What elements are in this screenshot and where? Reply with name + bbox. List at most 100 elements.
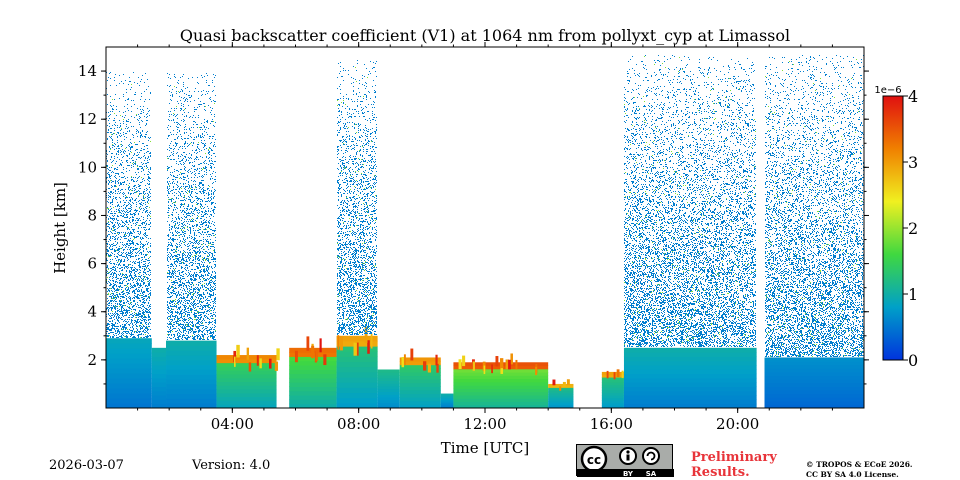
preliminary-line-1: Preliminary <box>691 450 777 465</box>
layer-cell <box>399 382 441 387</box>
layer-cell <box>548 399 574 402</box>
layer-cell <box>151 352 167 357</box>
layer-cell <box>336 402 378 409</box>
layer-cell <box>601 379 624 383</box>
profile-segment <box>106 72 152 409</box>
layer-cell <box>623 395 757 400</box>
colorbar-tick-label: 0 <box>908 351 918 370</box>
layer-cell <box>216 385 277 390</box>
layer-cell <box>601 402 624 406</box>
layer-cell <box>377 377 400 381</box>
cc-by-text: BY <box>623 470 634 477</box>
layer-cell <box>764 379 864 384</box>
cloud-edge <box>248 362 252 372</box>
layer-cell <box>216 389 277 394</box>
layer-cell <box>336 361 378 368</box>
layer-cell <box>336 392 378 399</box>
layer-cell <box>289 403 337 409</box>
layer-cell <box>440 396 454 399</box>
layer-cell <box>440 402 454 405</box>
layer-cell <box>166 383 217 390</box>
cloud-edge <box>562 381 566 388</box>
layer-cell <box>453 381 549 386</box>
copyright-notice: © TROPOS & ECoE 2026. CC BY SA 4.0 Licen… <box>806 460 913 480</box>
layer-cell <box>601 397 624 401</box>
layer-cell <box>336 397 378 404</box>
y-tick-label: 2 <box>87 351 97 369</box>
layer-cell <box>548 395 574 399</box>
layer-cell <box>399 397 441 402</box>
cloud-edge <box>458 359 462 370</box>
layer-cell <box>377 385 400 390</box>
layer-cell <box>151 373 167 379</box>
layer-cell <box>377 402 400 406</box>
layer-cell <box>601 395 624 399</box>
footer-date: 2026-03-07 <box>49 458 124 473</box>
cloud-edge <box>559 386 562 391</box>
layer-cell <box>377 391 400 395</box>
cloud-edge <box>435 354 438 366</box>
layer-cell <box>151 403 167 409</box>
y-tick-label: 10 <box>78 158 97 176</box>
cloud-edge <box>500 358 504 369</box>
layer-cell <box>166 350 217 356</box>
cloud-edge <box>403 354 406 366</box>
layer-cell <box>399 361 441 366</box>
layer-cell <box>216 355 277 360</box>
layer-cell <box>216 381 277 386</box>
layer-cell <box>106 388 152 394</box>
cloud-edge <box>483 365 486 375</box>
layer-cell <box>216 370 277 375</box>
layer-cell <box>623 360 757 366</box>
cloud-edge <box>472 361 475 371</box>
x-tick-label: 20:00 <box>716 415 759 433</box>
noise-speckle <box>106 72 151 338</box>
layer-cell <box>289 369 337 375</box>
x-axis-label: Time [UTC] <box>441 439 530 457</box>
layer-cell <box>453 378 549 383</box>
layer-cell <box>289 382 337 388</box>
colorbar <box>882 95 904 361</box>
profile-segment <box>216 344 280 409</box>
layer-cell <box>289 360 337 366</box>
layer-cell <box>216 404 277 409</box>
cloud-edge <box>515 359 518 370</box>
cloud-edge <box>315 349 318 361</box>
layer-cell <box>336 366 378 373</box>
cloud-edge <box>337 335 340 350</box>
layer-cell <box>764 371 864 377</box>
layer-cell <box>336 335 378 342</box>
profile-segment <box>336 60 378 409</box>
noise-speckle <box>167 73 216 340</box>
cloud-edge <box>339 336 343 351</box>
layer-cell <box>623 356 757 362</box>
layer-cell <box>166 369 217 375</box>
cloud-edge <box>552 379 556 386</box>
layer-cell <box>764 361 864 366</box>
layer-cell <box>166 388 217 395</box>
layer-cell <box>216 358 277 364</box>
layer-cell <box>440 393 454 396</box>
layer-cell <box>377 374 400 379</box>
layer-cell <box>166 403 217 409</box>
cloud-edge <box>616 369 620 378</box>
layer-cell <box>151 377 167 383</box>
cloud-edge <box>355 342 359 356</box>
layer-cell <box>106 348 152 354</box>
layer-cell <box>399 386 441 391</box>
layer-cell <box>151 369 167 375</box>
layer-cell <box>548 390 574 394</box>
layer-cell <box>623 365 757 370</box>
cloud-edge <box>621 370 624 379</box>
backscatter-heatmap <box>106 55 864 409</box>
layer-cell <box>440 401 454 404</box>
layer-cell <box>764 375 864 380</box>
layer-cell <box>377 372 400 376</box>
layer-cell <box>377 394 400 398</box>
layer-cell <box>453 404 549 409</box>
layer-cell <box>548 394 574 397</box>
layer-cell <box>399 364 441 369</box>
layer-cell <box>151 395 167 400</box>
layer-cell <box>764 397 864 402</box>
layer-cell <box>336 371 378 378</box>
